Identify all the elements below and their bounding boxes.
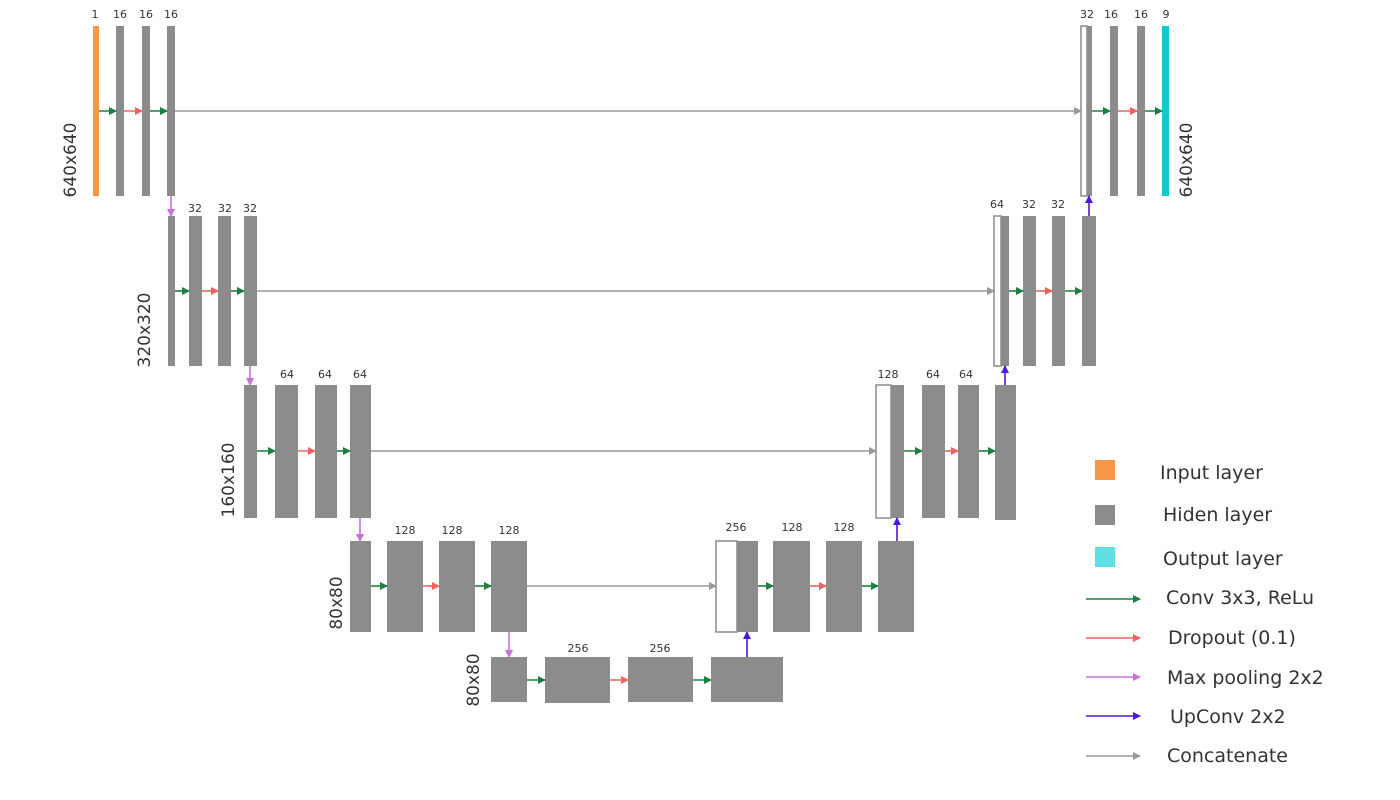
resolution-label-level-5: 80x80 bbox=[464, 653, 484, 706]
channel-label: 16 bbox=[1134, 8, 1148, 21]
hidden-layer-block bbox=[1023, 216, 1036, 366]
legend-input-swatch bbox=[1095, 460, 1115, 480]
resolution-label-level-1-output: 640x640 bbox=[1177, 123, 1197, 198]
hidden-layer-block bbox=[142, 26, 150, 196]
level-5-bottleneck: 80x80 256 256 bbox=[464, 642, 783, 707]
channel-label: 1 bbox=[92, 8, 99, 21]
hidden-layer-block bbox=[244, 216, 257, 366]
channel-label: 64 bbox=[353, 368, 367, 381]
hidden-layer-block bbox=[350, 541, 371, 632]
hidden-layer-block bbox=[189, 216, 202, 366]
resolution-label-level-2: 320x320 bbox=[135, 293, 155, 368]
legend-output-swatch bbox=[1095, 547, 1115, 567]
hidden-layer-block bbox=[958, 385, 979, 518]
channel-label: 128 bbox=[782, 521, 803, 534]
channel-label: 16 bbox=[164, 8, 178, 21]
channel-label: 32 bbox=[1080, 8, 1094, 21]
level-3: 160x160 64 64 64 128 64 64 bbox=[219, 368, 1016, 520]
channel-label: 128 bbox=[834, 521, 855, 534]
channel-label: 16 bbox=[1104, 8, 1118, 21]
channel-label: 128 bbox=[499, 524, 520, 537]
resolution-label-level-1: 640x640 bbox=[61, 123, 81, 198]
input-layer-block bbox=[93, 26, 99, 196]
hidden-layer-block bbox=[826, 541, 862, 632]
channel-label: 32 bbox=[1022, 198, 1036, 211]
channel-label: 32 bbox=[243, 202, 257, 215]
hidden-layer-block bbox=[387, 541, 423, 632]
hidden-layer-block bbox=[168, 216, 175, 366]
hidden-layer-block bbox=[1001, 216, 1009, 366]
channel-label: 32 bbox=[1051, 198, 1065, 211]
channel-label: 64 bbox=[990, 198, 1004, 211]
maxpool-arrows bbox=[167, 196, 513, 658]
channel-label: 64 bbox=[926, 368, 940, 381]
hidden-layer-block bbox=[491, 657, 527, 702]
legend-output-label: Output layer bbox=[1163, 548, 1283, 570]
legend-input-label: Input layer bbox=[1160, 462, 1263, 484]
concat-copy-block bbox=[993, 215, 1002, 367]
hidden-layer-block bbox=[737, 541, 758, 632]
channel-label: 64 bbox=[280, 368, 294, 381]
legend: Input layer Hiden layer Output layer Con… bbox=[1086, 460, 1324, 767]
hidden-layer-block bbox=[439, 541, 475, 632]
hidden-layer-block bbox=[891, 385, 904, 518]
output-layer-block bbox=[1162, 26, 1169, 196]
level-2: 320x320 32 32 32 64 32 32 bbox=[135, 198, 1096, 367]
legend-concat-label: Concatenate bbox=[1167, 745, 1288, 767]
channel-label: 32 bbox=[188, 202, 202, 215]
level-4: 80x80 128 128 128 256 128 128 bbox=[327, 521, 914, 633]
legend-maxpool-label: Max pooling 2x2 bbox=[1167, 667, 1324, 689]
hidden-layer-block bbox=[218, 216, 231, 366]
legend-upconv-label: UpConv 2x2 bbox=[1170, 706, 1286, 728]
legend-hidden-label: Hiden layer bbox=[1163, 504, 1272, 526]
hidden-layer-block bbox=[545, 657, 610, 703]
concat-copy-block bbox=[1080, 25, 1088, 197]
hidden-layer-block bbox=[995, 385, 1016, 520]
channel-label: 64 bbox=[959, 368, 973, 381]
concat-copy-block bbox=[875, 384, 892, 519]
channel-label: 256 bbox=[726, 521, 747, 534]
upconv-arrows bbox=[743, 195, 1093, 657]
channel-label: 64 bbox=[318, 368, 332, 381]
legend-hidden-swatch bbox=[1095, 505, 1115, 525]
hidden-layer-block bbox=[1087, 26, 1092, 196]
channel-label: 16 bbox=[139, 8, 153, 21]
channel-label: 128 bbox=[395, 524, 416, 537]
level-1: 640x640 1 16 16 16 32 16 16 9 640x640 bbox=[61, 8, 1197, 197]
hidden-layer-block bbox=[275, 385, 298, 518]
concat-copy-block bbox=[715, 540, 738, 633]
channel-label: 9 bbox=[1163, 8, 1170, 21]
hidden-layer-block bbox=[350, 385, 371, 518]
hidden-layer-block bbox=[628, 657, 693, 702]
hidden-layer-block bbox=[1052, 216, 1065, 366]
resolution-label-level-4: 80x80 bbox=[327, 576, 347, 629]
legend-dropout-label: Dropout (0.1) bbox=[1168, 627, 1296, 649]
channel-label: 128 bbox=[878, 368, 899, 381]
channel-label: 32 bbox=[218, 202, 232, 215]
hidden-layer-block bbox=[1082, 216, 1096, 366]
channel-label: 16 bbox=[113, 8, 127, 21]
hidden-layer-block bbox=[315, 385, 337, 518]
channel-label: 256 bbox=[568, 642, 589, 655]
hidden-layer-block bbox=[773, 541, 810, 632]
hidden-layer-block bbox=[244, 385, 257, 518]
channel-label: 256 bbox=[650, 642, 671, 655]
hidden-layer-block bbox=[1110, 26, 1118, 196]
hidden-layer-block bbox=[167, 26, 175, 196]
hidden-layer-block bbox=[491, 541, 527, 632]
channel-label: 128 bbox=[442, 524, 463, 537]
hidden-layer-block bbox=[116, 26, 124, 196]
hidden-layer-block bbox=[922, 385, 945, 518]
hidden-layer-block bbox=[1137, 26, 1145, 196]
resolution-label-level-3: 160x160 bbox=[219, 443, 239, 518]
hidden-layer-block bbox=[711, 657, 783, 702]
legend-conv-label: Conv 3x3, ReLu bbox=[1166, 587, 1314, 609]
hidden-layer-block bbox=[878, 541, 914, 632]
